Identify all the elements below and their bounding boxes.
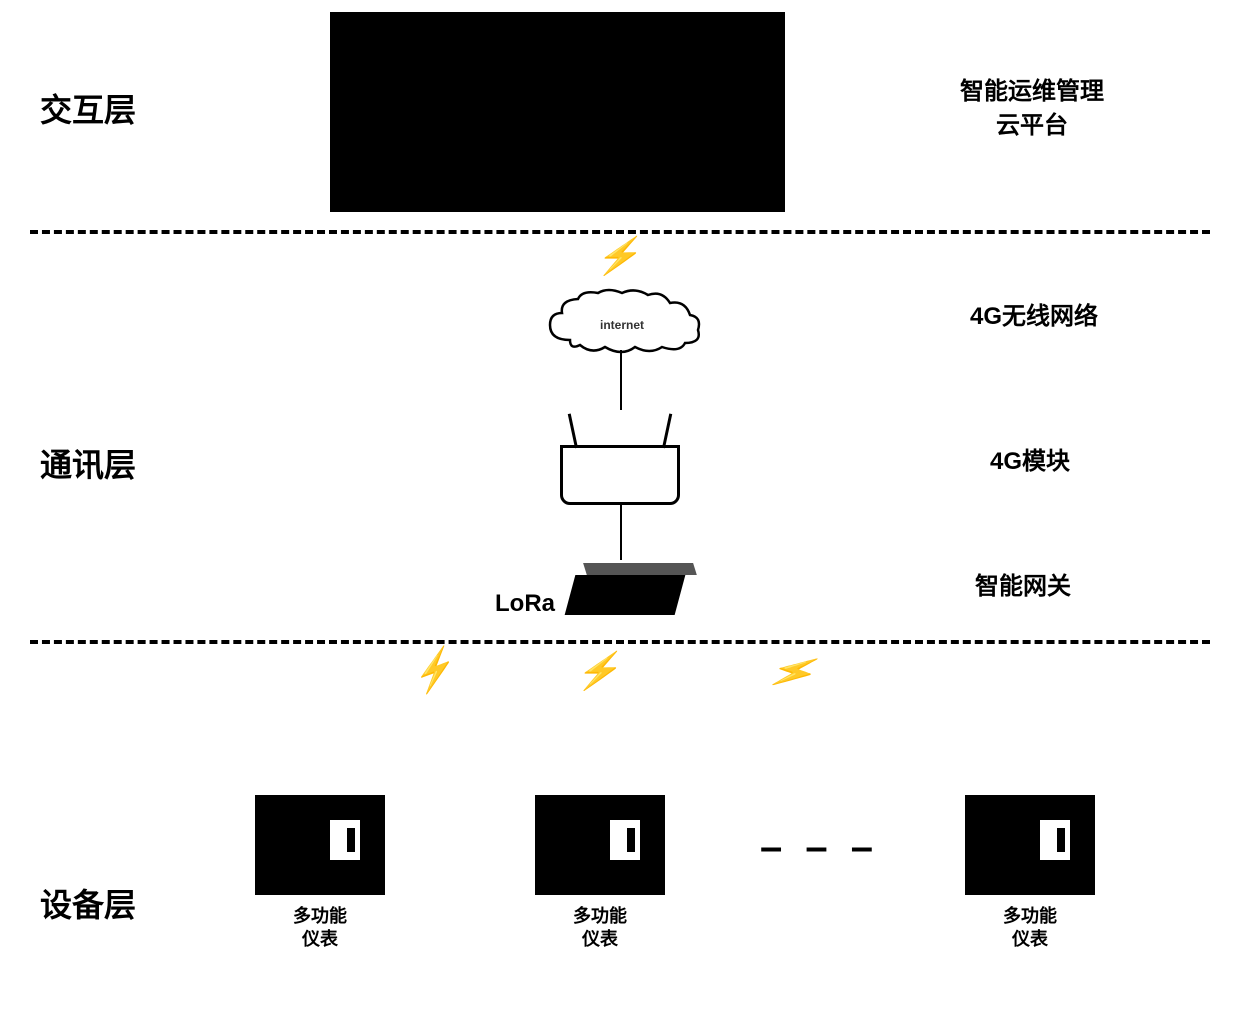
device-caption-2-line2: 仪表: [582, 929, 618, 949]
label-cloud-platform-line2: 云平台: [996, 112, 1068, 139]
device-caption-2-line1: 多功能: [573, 906, 627, 926]
label-smart-gateway: 智能网关: [975, 570, 1071, 604]
device-screen-3: [1040, 820, 1070, 860]
lora-label: LoRa: [495, 590, 555, 618]
antenna-left: [568, 413, 578, 448]
bolt-icon-left: ⚡: [404, 644, 460, 699]
device-screen-2: [610, 820, 640, 860]
device-caption-1: 多功能 仪表: [270, 905, 370, 952]
device-meter-3: [965, 795, 1095, 895]
bolt-icon-right: ⚡: [764, 644, 820, 699]
router-4g-icon: [560, 445, 680, 505]
antenna-right: [662, 413, 672, 448]
bolt-icon-mid: ⚡: [575, 650, 620, 692]
cloud-platform-screen: [330, 12, 785, 212]
connector-router-gateway: [620, 505, 622, 560]
label-4g-wireless: 4G无线网络: [970, 300, 1098, 334]
device-caption-1-line1: 多功能: [293, 906, 347, 926]
device-caption-1-line2: 仪表: [302, 929, 338, 949]
layer-label-interaction: 交互层: [40, 85, 136, 131]
smart-gateway-icon: [565, 575, 686, 615]
device-screen-1: [330, 820, 360, 860]
device-meter-2: [535, 795, 665, 895]
label-cloud-platform-line1: 智能运维管理: [960, 78, 1104, 105]
connector-cloud-router: [620, 350, 622, 410]
label-4g-module: 4G模块: [990, 445, 1070, 479]
ellipsis-dashes: – – –: [760, 825, 879, 870]
device-caption-3-line1: 多功能: [1003, 906, 1057, 926]
layer-label-device: 设备层: [40, 880, 136, 926]
internet-cloud-label: internet: [600, 318, 644, 332]
divider-bottom: [30, 640, 1210, 644]
bolt-icon-top: ⚡: [595, 235, 640, 277]
layer-label-communication: 通讯层: [40, 440, 136, 486]
device-caption-3-line2: 仪表: [1012, 929, 1048, 949]
device-caption-3: 多功能 仪表: [980, 905, 1080, 952]
divider-top: [30, 230, 1210, 234]
label-cloud-platform: 智能运维管理 云平台: [960, 75, 1104, 142]
device-caption-2: 多功能 仪表: [550, 905, 650, 952]
device-meter-1: [255, 795, 385, 895]
